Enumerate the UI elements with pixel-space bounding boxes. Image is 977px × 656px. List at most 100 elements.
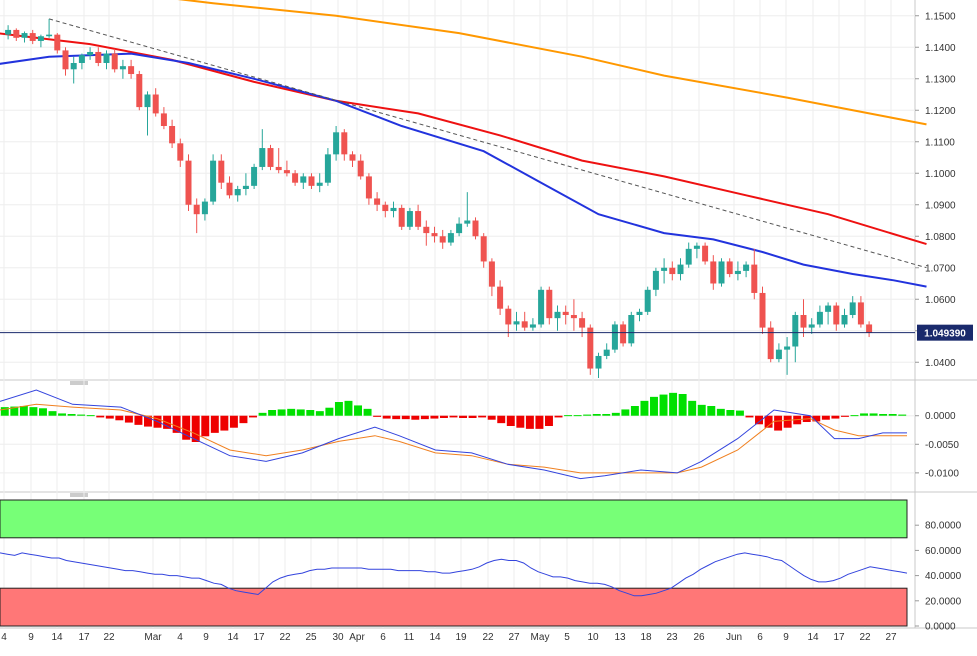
candle-body (661, 267, 668, 271)
candle-body (308, 176, 315, 186)
price-tick-label: 1.1100 (925, 137, 955, 148)
candle-body (784, 346, 791, 350)
macd-histogram-bar (783, 415, 792, 428)
candle-body (521, 321, 528, 328)
macd-histogram-bar (439, 415, 448, 418)
macd-histogram-bar (650, 396, 658, 416)
macd-histogram-bar (735, 410, 744, 416)
macd-histogram-bar (10, 406, 19, 416)
candle-body (78, 55, 85, 63)
price-tick-label: 1.0700 (925, 263, 956, 274)
candle-body (480, 236, 487, 262)
candle-body (349, 154, 356, 161)
candle-body (382, 204, 389, 212)
candle-body (62, 50, 69, 70)
macd-histogram-bar (19, 406, 28, 416)
candle-body (570, 315, 577, 319)
ma-line-red (0, 32, 927, 246)
candle-body (300, 176, 307, 183)
macd-histogram-bar (229, 415, 238, 428)
candle-body (800, 315, 807, 328)
macd-histogram-bar (124, 415, 133, 423)
candle-body (603, 349, 610, 356)
candle-body (538, 289, 545, 325)
rsi-overbought-zone (0, 499, 908, 539)
macd-histogram-bar (716, 408, 725, 416)
macd-histogram-bar (697, 404, 706, 416)
macd-histogram-bar (611, 412, 620, 416)
macd-tick-label: -0.0100 (925, 468, 959, 479)
macd-histogram-bar (487, 415, 496, 420)
macd-histogram-bar (840, 415, 849, 417)
candle-body (595, 355, 602, 369)
candle-body (767, 327, 774, 360)
candle-body (275, 166, 282, 171)
candle-body (718, 261, 725, 284)
x-tick-label: 5 (564, 632, 570, 643)
rsi-tick-label: 40.0000 (925, 571, 962, 582)
price-tick-label: 1.0600 (925, 295, 956, 306)
macd-histogram-bar (478, 415, 487, 418)
candle-body (423, 226, 430, 234)
macd-histogram-bar (134, 415, 143, 425)
candle-body (833, 305, 840, 325)
candle-body (283, 170, 290, 174)
macd-histogram-bar (210, 415, 219, 433)
candle-body (292, 173, 299, 183)
macd-histogram-bar (58, 413, 67, 416)
macd-histogram-bar (382, 415, 391, 419)
candle-body (103, 53, 110, 63)
x-tick-label: 17 (78, 632, 90, 643)
x-tick-label: 13 (614, 632, 626, 643)
macd-histogram-bar (430, 415, 439, 419)
candle-body (160, 113, 167, 126)
macd-histogram-bar (879, 414, 888, 416)
candle-body (734, 270, 741, 275)
x-tick-label: 22 (859, 632, 871, 643)
macd-histogram-bar (29, 407, 38, 416)
candle-body (95, 51, 102, 63)
x-tick-label: 4 (177, 632, 183, 643)
candle-body (365, 176, 372, 199)
price-tick-label: 1.1400 (925, 43, 956, 54)
x-tick-label: Mar (144, 632, 162, 643)
candle-body (751, 264, 758, 293)
x-tick-label: May (531, 632, 550, 643)
macd-histogram-bar (306, 410, 315, 416)
candle-body (447, 233, 454, 243)
candle-body (472, 220, 479, 237)
candle-body (13, 29, 20, 38)
candle-body (513, 321, 520, 325)
macd-histogram-bar (86, 415, 95, 417)
x-tick-label: 6 (380, 632, 386, 643)
candle-body (456, 223, 463, 234)
candle-body (21, 33, 28, 38)
macd-histogram-bar (172, 415, 181, 433)
candle-body (775, 349, 782, 360)
price-tick-label: 1.0800 (925, 232, 956, 243)
candle-body (333, 132, 340, 155)
candle-body (652, 270, 659, 290)
candle-body (152, 94, 159, 114)
current-price-label: 1.049390 (924, 329, 966, 340)
macd-histogram-bar (201, 415, 210, 437)
macd-histogram-bar (96, 415, 105, 418)
macd-histogram-bar (268, 410, 277, 416)
x-tick-label: 9 (28, 632, 34, 643)
macd-histogram-bar (497, 415, 506, 424)
macd-histogram-bar (898, 414, 907, 416)
candle-body (554, 311, 561, 319)
candle-body (185, 160, 192, 205)
macd-histogram-bar (640, 400, 649, 416)
macd-histogram-bar (220, 415, 229, 431)
rsi-line (0, 552, 908, 597)
macd-histogram-bar (277, 409, 286, 416)
price-tick-label: 1.1500 (925, 11, 956, 22)
macd-histogram-bar (67, 414, 76, 416)
candle-body (825, 305, 832, 312)
candle-body (841, 315, 848, 325)
ma-line-trend (48, 18, 927, 269)
macd-histogram-bar (726, 410, 735, 416)
candle-body (316, 182, 323, 186)
